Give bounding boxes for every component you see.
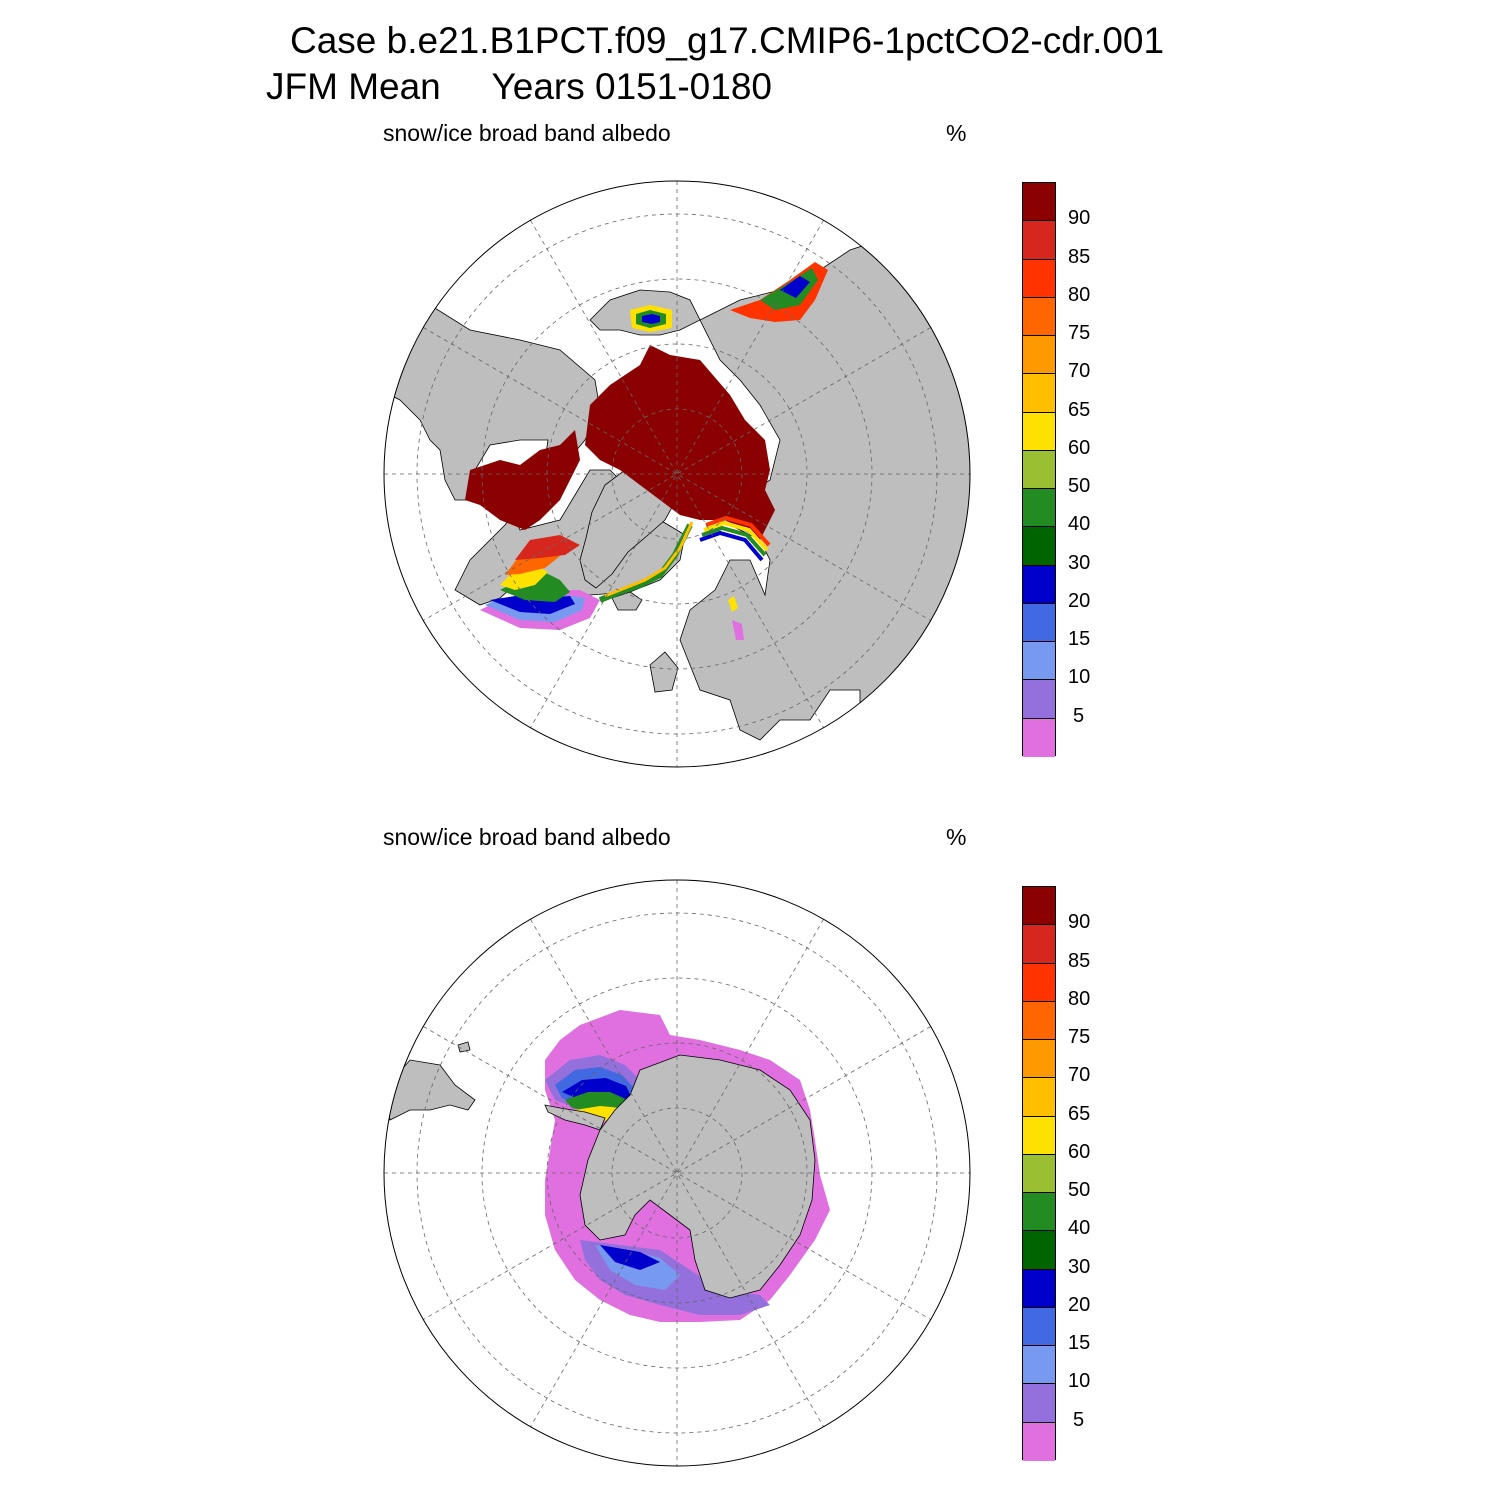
- north-colorbar-tick-label: 5: [1073, 704, 1085, 727]
- bering-ice-patch-blue: [642, 314, 660, 324]
- north-colorbar-tick-label: 40: [1068, 513, 1091, 536]
- south-colorbar: [1022, 886, 1056, 1461]
- south-colorbar-swatch: [1023, 1001, 1055, 1041]
- north-colorbar-swatch: [1023, 297, 1055, 337]
- south-panel-variable-label: snow/ice broad band albedo: [383, 824, 671, 850]
- figure-title-period: JFM Mean Years 0151-0180: [266, 66, 772, 107]
- south-colorbar-swatch: [1023, 963, 1055, 1002]
- north-colorbar-tick-label: 90: [1068, 207, 1091, 230]
- north-colorbar-tick-label: 75: [1068, 322, 1091, 345]
- south-colorbar-tick-label: 75: [1068, 1026, 1091, 1049]
- south-colorbar-swatch: [1023, 1422, 1055, 1461]
- baltic-ice-patch-pink: [732, 620, 744, 640]
- north-colorbar-swatch: [1023, 221, 1055, 260]
- north-colorbar-tick-label: 80: [1068, 283, 1091, 306]
- south-colorbar-tick-label: 80: [1068, 987, 1091, 1010]
- north-colorbar-tick-label: 85: [1068, 245, 1091, 268]
- north-colorbar-swatch: [1023, 374, 1055, 413]
- south-colorbar-swatch: [1023, 887, 1055, 926]
- north-colorbar-tick-label: 70: [1068, 360, 1091, 383]
- north-lon-grid: [384, 181, 970, 767]
- south-colorbar-swatch: [1023, 1346, 1055, 1385]
- north-colorbar-swatch: [1023, 718, 1055, 757]
- labrador-ice-band-40: [500, 570, 570, 602]
- south-polar-map: [383, 879, 971, 1467]
- north-panel-variable-label: snow/ice broad band albedo: [383, 120, 671, 146]
- north-colorbar: [1022, 182, 1056, 757]
- south-colorbar-tick-label: 60: [1068, 1140, 1091, 1163]
- iceland-land: [611, 591, 643, 611]
- north-colorbar-tick-label: 65: [1068, 398, 1091, 421]
- canadian-archipelago-ice: [465, 430, 580, 530]
- labrador-ice-band-60: [500, 565, 548, 590]
- barents-ice-band-red: [705, 515, 771, 547]
- north-colorbar-swatch: [1023, 412, 1055, 451]
- north-colorbar-swatch: [1023, 450, 1055, 490]
- greenland-east-ice-band-outer: [604, 521, 694, 598]
- south-colorbar-tick-label: 40: [1068, 1217, 1091, 1240]
- north-colorbar-tick-label: 15: [1068, 628, 1091, 651]
- south-colorbar-tick-label: 20: [1068, 1293, 1091, 1316]
- north-colorbar-swatch: [1023, 259, 1055, 298]
- north-colorbar-swatch: [1023, 680, 1055, 719]
- baltic-ice-patch: [728, 596, 738, 612]
- south-colorbar-tick-label: 90: [1068, 911, 1091, 934]
- south-map-border: [383, 879, 971, 1467]
- south-colorbar-tick-label: 30: [1068, 1255, 1091, 1278]
- south-colorbar-swatch: [1023, 1384, 1055, 1423]
- ross-ice-band-30: [600, 1245, 660, 1270]
- okhotsk-ice-band-blue: [780, 276, 810, 298]
- south-panel-units-label: %: [946, 824, 967, 850]
- north-colorbar-tick-label: 20: [1068, 589, 1091, 612]
- south-colorbar-swatch: [1023, 1193, 1055, 1232]
- north-colorbar-swatch: [1023, 336, 1055, 375]
- north-colorbar-tick-label: 30: [1068, 551, 1091, 574]
- south-colorbar-swatch: [1023, 1269, 1055, 1308]
- arctic-sea-ice-core: [585, 345, 775, 540]
- south-colorbar-tick-label: 85: [1068, 949, 1091, 972]
- south-colorbar-swatch: [1023, 925, 1055, 964]
- barents-ice-band-yellow: [703, 520, 769, 552]
- antarctic-peninsula-land: [544, 1104, 606, 1131]
- south-colorbar-tick-label: 70: [1068, 1064, 1091, 1087]
- north-colorbar-tick-label: 50: [1068, 475, 1091, 498]
- south-colorbar-tick-label: 65: [1068, 1102, 1091, 1125]
- south-colorbar-tick-label: 15: [1068, 1332, 1091, 1355]
- south-colorbar-swatch: [1023, 1078, 1055, 1117]
- south-colorbar-tick-label: 50: [1068, 1179, 1091, 1202]
- north-colorbar-swatch: [1023, 642, 1055, 681]
- north-colorbar-swatch: [1023, 565, 1055, 604]
- north-colorbar-swatch: [1023, 603, 1055, 643]
- north-colorbar-swatch: [1023, 527, 1055, 566]
- south-colorbar-swatch: [1023, 1040, 1055, 1079]
- north-colorbar-swatch: [1023, 489, 1055, 528]
- north-polar-map: [383, 180, 971, 768]
- south-colorbar-swatch: [1023, 1116, 1055, 1155]
- falklands-land: [457, 1041, 471, 1053]
- barents-ice-band: [699, 530, 764, 562]
- south-colorbar-swatch: [1023, 1231, 1055, 1270]
- weddell-ice-band-40: [565, 1092, 628, 1112]
- labrador-ice-band-90: [515, 535, 580, 560]
- north-panel-units-label: %: [946, 120, 967, 146]
- british-isles-land: [649, 651, 679, 693]
- south-colorbar-swatch: [1023, 1154, 1055, 1194]
- south-lon-grid: [384, 880, 970, 1466]
- north-colorbar-tick-label: 10: [1068, 666, 1091, 689]
- figure-title-case: Case b.e21.B1PCT.f09_g17.CMIP6-1pctCO2-c…: [290, 20, 1165, 61]
- north-colorbar-swatch: [1023, 183, 1055, 222]
- antarctica-land: [579, 1054, 816, 1299]
- south-colorbar-tick-label: 10: [1068, 1370, 1091, 1393]
- north-colorbar-tick-label: 60: [1068, 436, 1091, 459]
- south-colorbar-tick-label: 5: [1073, 1408, 1085, 1431]
- north-map-border: [383, 180, 971, 768]
- south-america-land: [384, 1059, 476, 1121]
- south-colorbar-swatch: [1023, 1307, 1055, 1347]
- barents-ice-band-green: [701, 525, 767, 557]
